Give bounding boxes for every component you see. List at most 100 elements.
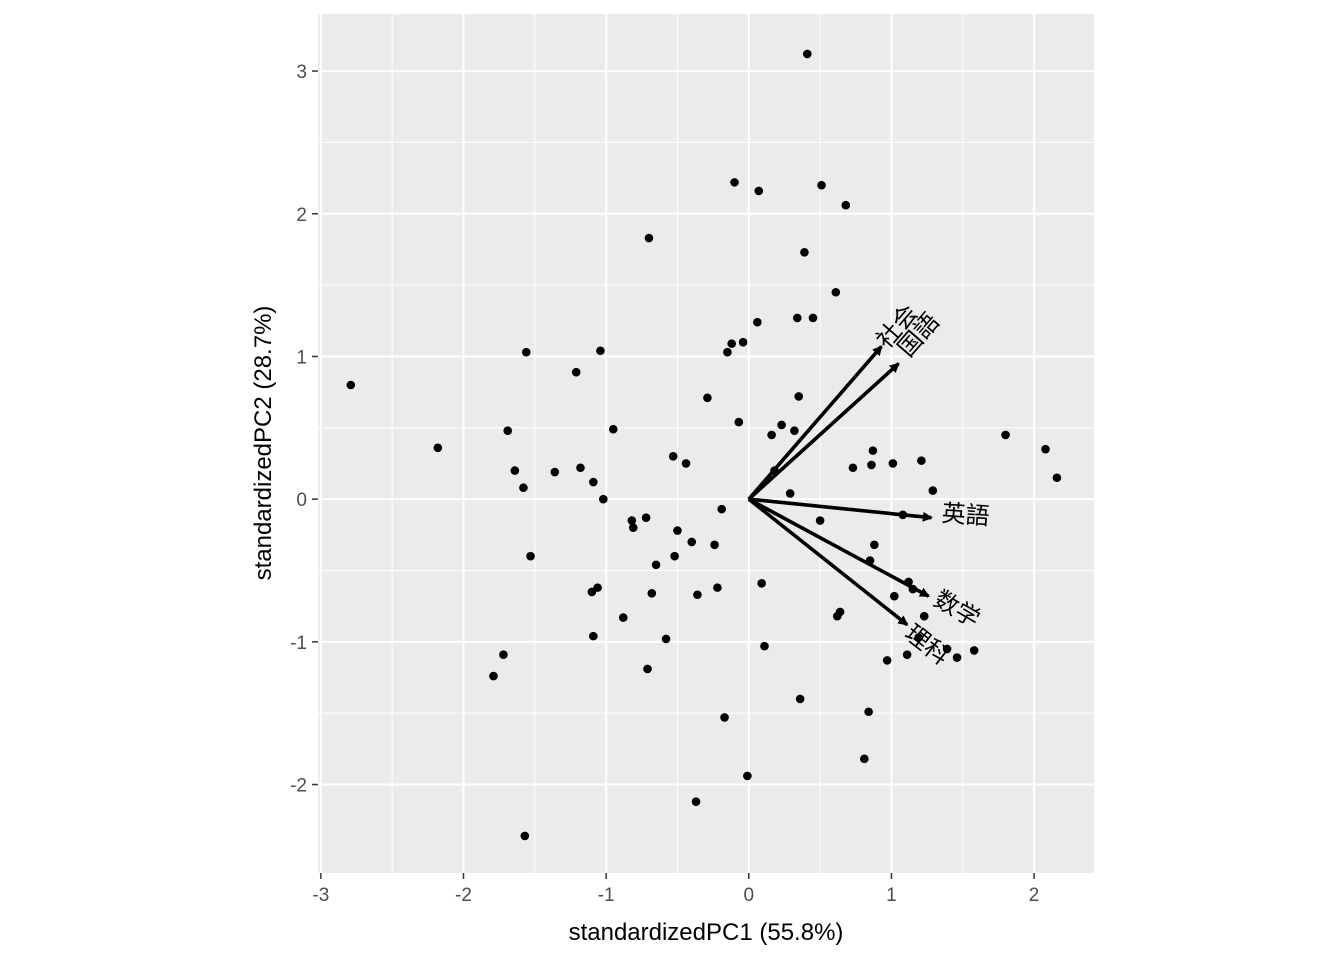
y-axis-title: standardizedPC2 (28.7%) xyxy=(250,306,277,581)
data-point xyxy=(608,424,618,434)
loading-arrow xyxy=(748,497,933,522)
scatter-points xyxy=(346,49,1062,841)
x-tick-label: -3 xyxy=(312,885,329,906)
data-point xyxy=(792,313,802,323)
data-point xyxy=(754,186,764,196)
data-point xyxy=(800,247,809,257)
data-point xyxy=(720,713,729,722)
data-point xyxy=(815,516,825,525)
data-point xyxy=(693,590,702,600)
data-point xyxy=(817,180,826,190)
data-point xyxy=(618,613,628,622)
y-axis-ticks: -2 -1 0 1 2 3 xyxy=(290,62,318,797)
data-point xyxy=(576,463,585,473)
data-point xyxy=(848,463,858,473)
data-point xyxy=(703,393,712,403)
minor-gridlines xyxy=(318,14,1094,873)
data-point xyxy=(520,831,530,841)
y-tick-label: -2 xyxy=(290,776,307,797)
plot-panel xyxy=(318,14,1094,873)
data-point xyxy=(743,771,752,781)
data-point xyxy=(661,634,671,644)
data-point xyxy=(628,523,638,532)
data-point xyxy=(651,560,661,570)
x-axis-title: standardizedPC1 (55.8%) xyxy=(569,919,844,946)
data-point xyxy=(767,430,776,440)
data-point xyxy=(1041,444,1050,454)
major-gridlines xyxy=(318,14,1094,873)
data-point xyxy=(503,426,513,435)
data-point xyxy=(670,551,679,561)
data-point xyxy=(757,579,766,588)
data-point xyxy=(734,417,744,427)
data-point xyxy=(860,754,869,764)
data-point xyxy=(841,200,851,210)
y-tick-label: 1 xyxy=(296,347,307,368)
data-point xyxy=(589,477,598,487)
x-tick-label: 0 xyxy=(744,885,755,906)
data-point xyxy=(835,607,845,617)
data-point xyxy=(346,380,356,390)
data-point xyxy=(1001,430,1010,440)
data-point xyxy=(627,516,637,525)
data-point xyxy=(644,233,654,243)
data-point xyxy=(870,540,879,550)
data-point xyxy=(510,466,520,475)
data-point xyxy=(499,650,508,659)
data-point xyxy=(668,452,678,461)
data-point xyxy=(882,656,892,665)
data-point xyxy=(888,459,898,468)
loading-arrow xyxy=(747,497,909,627)
data-point xyxy=(831,287,841,297)
data-point xyxy=(902,650,912,659)
y-tick-label: -1 xyxy=(290,633,307,654)
data-point xyxy=(730,178,739,187)
data-point xyxy=(550,467,560,477)
x-tick-label: 1 xyxy=(886,885,897,906)
data-point xyxy=(598,494,608,504)
loading-arrows xyxy=(747,345,933,627)
data-point xyxy=(589,631,598,641)
data-point xyxy=(969,646,979,655)
data-point xyxy=(571,367,581,377)
data-point xyxy=(717,504,726,514)
data-point xyxy=(687,537,697,547)
data-point xyxy=(864,707,873,717)
data-point xyxy=(710,540,719,550)
data-point xyxy=(641,513,651,522)
data-point xyxy=(785,489,795,498)
data-point xyxy=(753,317,762,327)
data-point xyxy=(919,611,929,621)
loading-arrow xyxy=(747,345,883,501)
x-tick-label: -2 xyxy=(455,885,472,906)
data-point xyxy=(1052,473,1062,483)
data-point xyxy=(673,526,682,535)
data-point xyxy=(802,49,812,59)
data-point xyxy=(914,633,923,642)
data-point xyxy=(867,460,876,470)
x-tick-label: -1 xyxy=(598,885,615,906)
data-point xyxy=(868,446,878,455)
data-point xyxy=(889,591,899,601)
data-point xyxy=(526,551,535,561)
data-point xyxy=(713,583,722,592)
data-point xyxy=(777,420,786,430)
loading-arrow xyxy=(747,362,900,501)
loading-label: 英語 xyxy=(941,499,991,530)
data-point xyxy=(738,337,748,347)
data-point xyxy=(521,347,531,357)
data-point xyxy=(790,426,799,435)
data-point xyxy=(794,392,804,401)
data-point xyxy=(760,641,769,651)
data-point xyxy=(691,797,701,806)
data-point xyxy=(795,694,805,704)
data-point xyxy=(593,583,602,592)
data-point xyxy=(723,347,732,357)
data-point xyxy=(942,644,952,654)
data-point xyxy=(489,671,498,681)
data-point xyxy=(433,443,443,453)
data-point xyxy=(647,589,657,598)
data-point xyxy=(681,459,691,468)
data-point xyxy=(928,486,938,495)
data-point xyxy=(519,483,528,493)
